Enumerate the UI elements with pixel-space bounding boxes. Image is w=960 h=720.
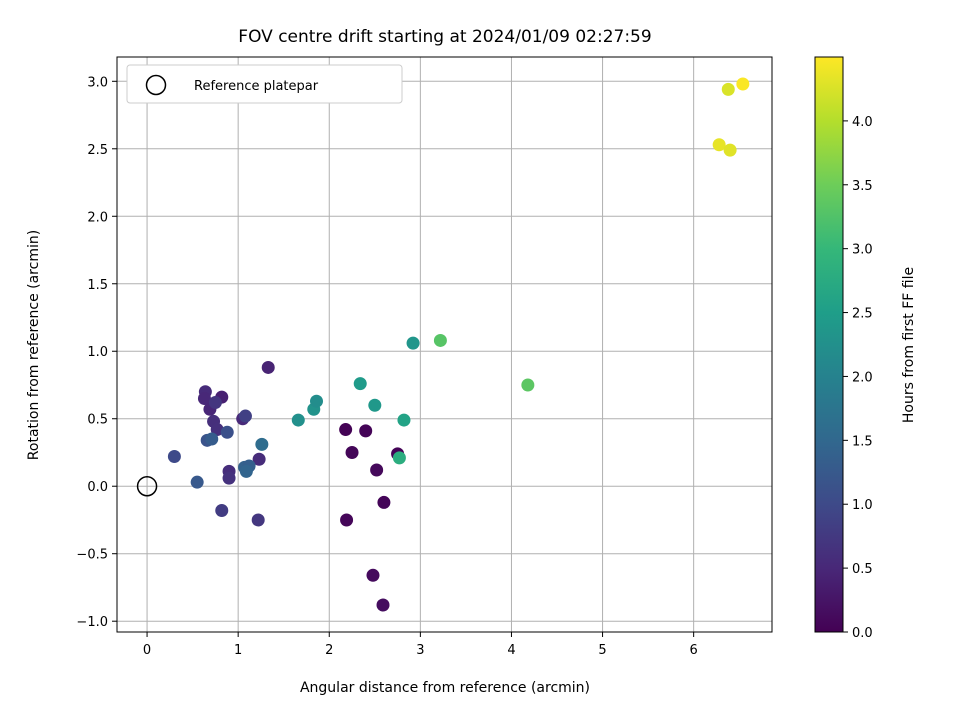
colorbar-tick-label: 0.0 [852, 626, 873, 641]
data-point [370, 463, 384, 477]
data-point [353, 377, 367, 391]
x-tick-label: 2 [325, 643, 333, 658]
y-tick-label: 1.5 [87, 278, 108, 293]
data-point [339, 423, 353, 437]
colorbar-tick-label: 1.0 [852, 498, 873, 513]
data-point [210, 423, 224, 437]
data-point [368, 398, 382, 412]
data-point [291, 413, 305, 427]
colorbar-ticks: 0.0 0.5 1.0 1.5 2.0 2.5 3.0 3.5 4.0 [843, 115, 873, 641]
data-point [406, 336, 420, 350]
colorbar-title: Hours from first FF file [901, 267, 917, 423]
data-point [190, 475, 204, 489]
data-point [220, 425, 234, 439]
data-point [721, 82, 735, 96]
chart-title: FOV centre drift starting at 2024/01/09 … [238, 27, 651, 47]
data-point [712, 138, 726, 152]
data-point [239, 464, 253, 478]
y-tick-label: 3.0 [87, 75, 108, 90]
y-tick-label: 2.5 [87, 143, 108, 158]
y-axis-title: Rotation from reference (arcmin) [26, 230, 42, 460]
x-tick-label: 5 [598, 643, 606, 658]
data-point [345, 445, 359, 459]
y-tick-label: 2.0 [87, 210, 108, 225]
colorbar-tick-label: 2.0 [852, 370, 873, 385]
y-axis: −1.0 −0.5 0.0 0.5 1.0 1.5 2.0 2.5 3.0 [76, 75, 117, 630]
data-point [366, 568, 380, 582]
data-point [205, 432, 219, 446]
reference-marker-group [136, 475, 158, 497]
data-point [521, 378, 535, 392]
reference-platepar-marker [136, 475, 158, 497]
y-tick-label: −0.5 [76, 548, 108, 563]
data-point [215, 504, 229, 518]
colorbar-tick-label: 4.0 [852, 115, 873, 130]
colorbar-gradient [814, 56, 844, 633]
x-axis: 0 1 2 3 4 5 6 [143, 632, 698, 658]
data-point [167, 450, 181, 464]
colorbar-tick-label: 2.5 [852, 307, 873, 322]
x-tick-label: 0 [143, 643, 151, 658]
x-tick-label: 6 [690, 643, 698, 658]
colorbar: 0.0 0.5 1.0 1.5 2.0 2.5 3.0 3.5 4.0 Hours from f… [814, 56, 917, 641]
x-tick-label: 1 [234, 643, 242, 658]
data-point [261, 360, 275, 374]
grid [117, 57, 772, 632]
data-point [723, 143, 737, 157]
colorbar-tick-label: 3.0 [852, 243, 873, 258]
x-tick-label: 4 [507, 643, 515, 658]
data-point [359, 424, 373, 438]
legend-entry-reference: Reference platepar [194, 79, 319, 94]
colorbar-tick-label: 0.5 [852, 562, 873, 577]
data-point [310, 394, 324, 408]
y-tick-label: 0.5 [87, 413, 108, 428]
data-point [197, 391, 211, 405]
data-point [255, 437, 269, 451]
data-point [377, 495, 391, 509]
x-tick-label: 3 [416, 643, 424, 658]
data-point [208, 396, 222, 410]
data-point [238, 409, 252, 423]
plot-frame [116, 56, 773, 633]
data-points [167, 77, 750, 612]
y-tick-label: −1.0 [76, 615, 108, 630]
colorbar-tick-label: 1.5 [852, 434, 873, 449]
legend-box [126, 64, 403, 104]
data-point [340, 513, 354, 527]
data-point [222, 471, 236, 485]
data-point [397, 413, 411, 427]
data-point [392, 451, 406, 465]
y-tick-label: 0.0 [87, 480, 108, 495]
x-axis-title: Angular distance from reference (arcmin) [300, 680, 590, 696]
data-point [736, 77, 750, 91]
data-point [376, 598, 390, 612]
legend-reference-icon [145, 74, 167, 96]
colorbar-tick-label: 3.5 [852, 179, 873, 194]
data-point [252, 452, 266, 466]
y-tick-label: 1.0 [87, 345, 108, 360]
data-point [433, 333, 447, 347]
legend: Reference platepar [126, 64, 403, 104]
data-point [251, 513, 265, 527]
